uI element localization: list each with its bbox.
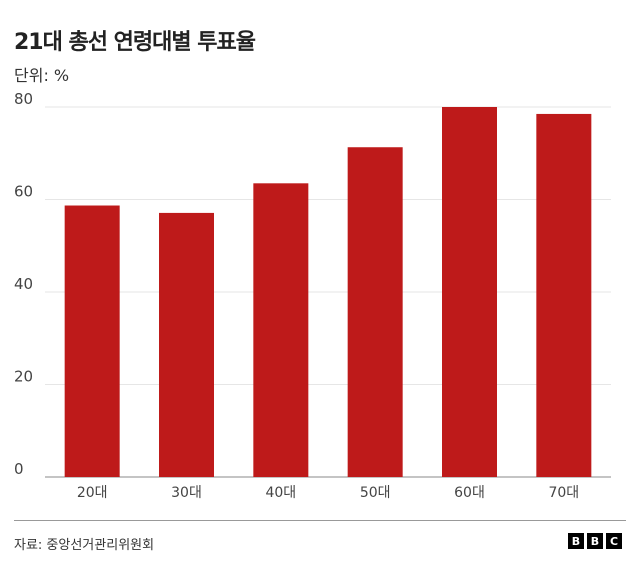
bar	[159, 212, 214, 477]
chart-subtitle: 단위: %	[14, 66, 70, 85]
y-tick-label: 40	[14, 275, 33, 293]
x-tick-label: 20대	[77, 485, 108, 501]
y-tick-label: 0	[14, 460, 24, 478]
divider	[14, 520, 626, 521]
y-tick-label: 20	[14, 368, 33, 386]
bar	[442, 107, 497, 477]
x-tick-label: 70대	[548, 485, 579, 501]
logo-letter: B	[568, 533, 584, 549]
logo-letter: C	[606, 533, 622, 549]
x-tick-label: 50대	[360, 485, 391, 501]
x-tick-label: 40대	[265, 485, 296, 501]
plot-area: 0 20 40 60 80 20대 30대 40대 50대 60대 70대	[14, 90, 611, 501]
bbc-logo: B B C	[568, 533, 622, 549]
y-tick-label: 60	[14, 183, 33, 201]
chart-title: 21대 총선 연령대별 투표율	[14, 30, 256, 55]
x-tick-label: 30대	[171, 485, 202, 501]
bar	[253, 183, 309, 477]
bar	[64, 205, 120, 477]
bar	[536, 113, 592, 477]
source-note: 자료: 중앙선거관리위원회	[14, 538, 155, 553]
bar	[347, 147, 403, 478]
y-tick-label: 80	[14, 90, 33, 108]
x-tick-label: 60대	[454, 485, 485, 501]
logo-letter: B	[587, 533, 603, 549]
